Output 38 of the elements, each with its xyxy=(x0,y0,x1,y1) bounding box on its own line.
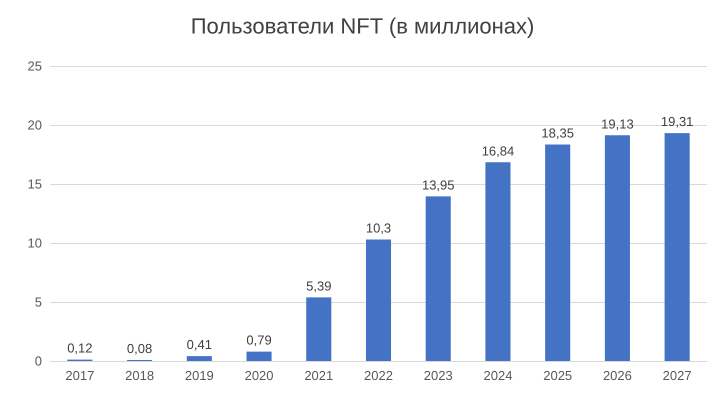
bar xyxy=(664,133,690,361)
bar xyxy=(246,352,272,361)
y-tick-label: 5 xyxy=(34,294,42,310)
bar xyxy=(366,239,392,361)
data-label: 0,12 xyxy=(67,340,93,356)
bar xyxy=(604,135,630,361)
y-tick-label: 20 xyxy=(28,118,42,132)
bar xyxy=(306,297,332,361)
bar xyxy=(545,144,570,361)
data-label: 0,08 xyxy=(126,341,152,356)
y-tick-label: 0 xyxy=(34,354,42,368)
x-tick-label: 2025 xyxy=(543,368,572,383)
y-tick-label: 25 xyxy=(28,58,42,74)
bar xyxy=(186,356,212,361)
x-tick-label: 2017 xyxy=(65,368,94,383)
data-label: 13,95 xyxy=(422,177,454,192)
x-tick-label: 2022 xyxy=(364,368,393,383)
data-label: 0,79 xyxy=(246,332,272,348)
data-label: 19,31 xyxy=(660,114,694,130)
x-tick-label: 2020 xyxy=(244,368,274,383)
data-label: 5,39 xyxy=(306,278,332,294)
data-label: 0,41 xyxy=(186,337,212,352)
data-label: 16,84 xyxy=(482,143,514,158)
data-label: 10,3 xyxy=(366,220,392,236)
x-tick-label: 2018 xyxy=(125,368,154,383)
y-tick-label: 10 xyxy=(28,236,42,250)
data-label: 19,13 xyxy=(601,116,634,132)
chart-title: Пользователи NFT (в миллионах) xyxy=(190,14,534,38)
y-tick-label: 15 xyxy=(28,176,42,192)
data-label: 18,35 xyxy=(541,125,574,140)
x-tick-label: 2024 xyxy=(483,368,512,383)
bar xyxy=(485,162,510,361)
x-tick-label: 2019 xyxy=(184,368,214,383)
x-tick-label: 2026 xyxy=(602,368,632,383)
x-tick-label: 2027 xyxy=(662,368,692,383)
x-tick-label: 2023 xyxy=(424,368,453,383)
bar xyxy=(426,196,451,361)
x-tick-label: 2021 xyxy=(304,368,334,383)
